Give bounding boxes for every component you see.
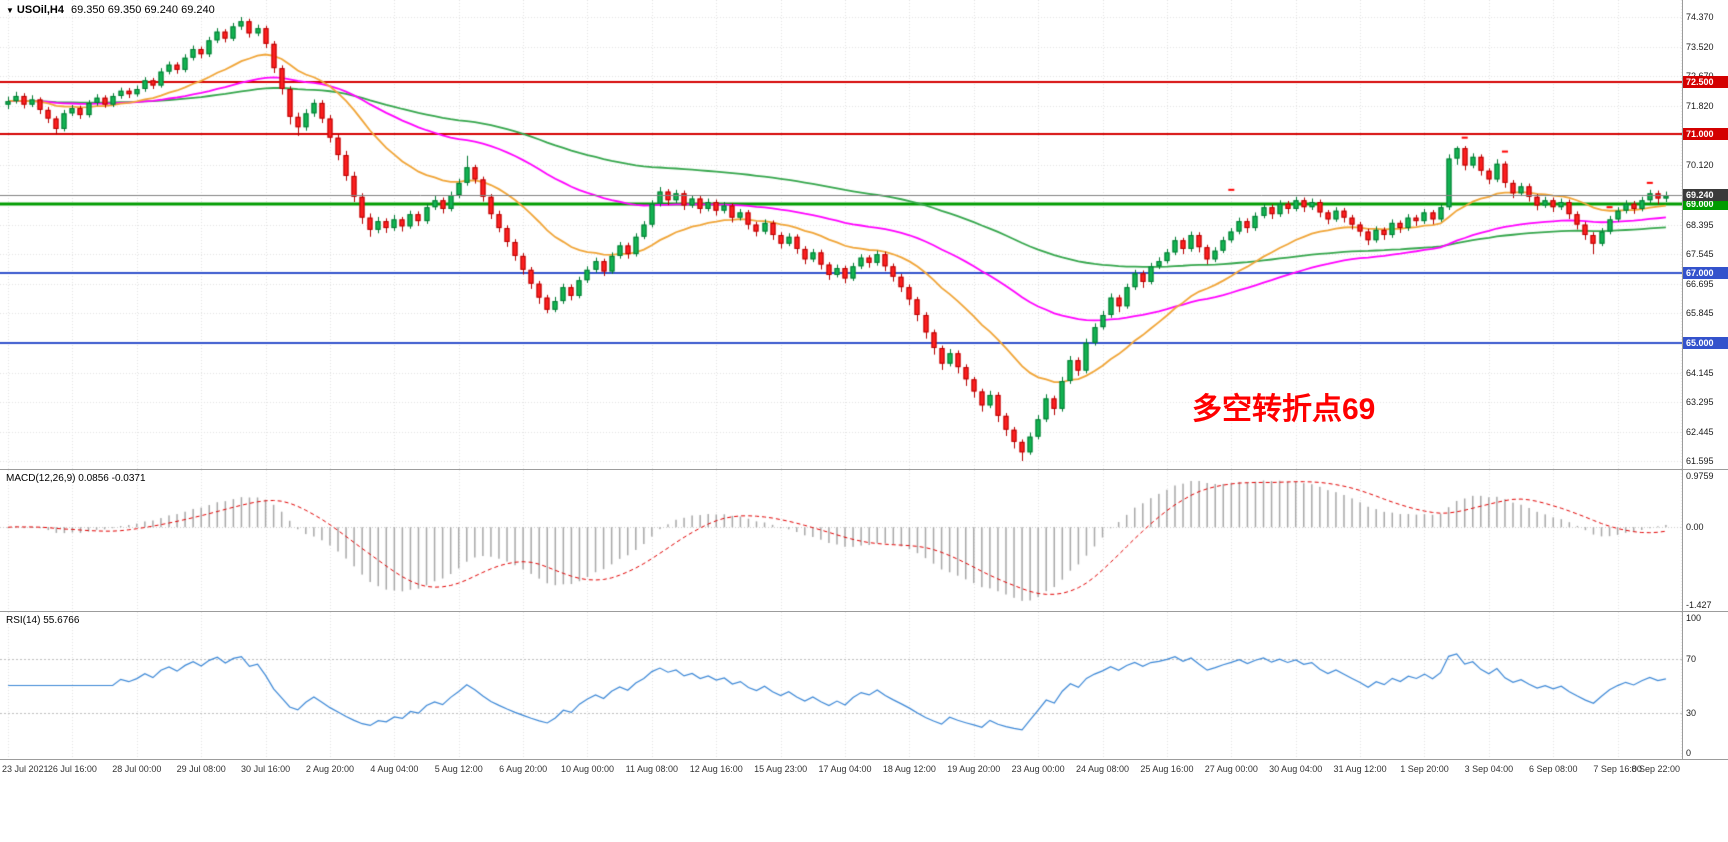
time-label: 18 Aug 12:00	[882, 764, 936, 774]
symbol-timeframe-label: USOil,H4	[16, 4, 64, 16]
time-axis[interactable]: 23 Jul 2021 26 Jul 16:00 28 Jul 00:00 29 Ju…	[0, 760, 1728, 780]
axis-tick: 70	[1686, 653, 1697, 664]
time-label: 30 Aug 04:00	[1269, 764, 1323, 774]
time-label: 11 Aug 08:00	[625, 764, 679, 774]
rsi-panel: RSI(14) 55.6766 100 70 30 0	[0, 612, 1728, 760]
price-level-label: 72.500	[1683, 76, 1728, 89]
symbol-info: ▼ USOil,H4 69.350 69.350 69.240 69.240	[6, 4, 215, 16]
axis-tick: 74.370	[1686, 12, 1714, 23]
macd-panel: MACD(12,26,9) 0.0856 -0.0371 0.9759 0.00 -…	[0, 470, 1728, 612]
price-level-label: 67.000	[1683, 267, 1728, 280]
time-label: 24 Aug 08:00	[1076, 764, 1130, 774]
time-label: 19 Aug 20:00	[947, 764, 1001, 774]
time-label: 15 Aug 23:00	[754, 764, 808, 774]
time-label: 27 Aug 00:00	[1204, 764, 1258, 774]
axis-tick: 66.695	[1686, 278, 1714, 289]
time-label: 6 Sep 08:00	[1528, 764, 1578, 774]
time-label: 7 Sep 16:00	[1593, 764, 1642, 774]
axis-tick: 65.845	[1686, 308, 1714, 319]
ohlc-values: 69.350 69.350 69.240 69.240	[71, 4, 215, 16]
axis-tick: 71.820	[1686, 100, 1714, 111]
time-label: 30 Jul 16:00	[241, 764, 291, 774]
time-label: 6 Aug 20:00	[499, 764, 548, 774]
axis-tick: 100	[1686, 613, 1702, 623]
time-label: 4 Aug 04:00	[370, 764, 419, 774]
time-label: 12 Aug 16:00	[689, 764, 743, 774]
price-level-label: 71.000	[1683, 128, 1728, 141]
axis-tick: 61.595	[1686, 456, 1714, 467]
axis-tick: 0.00	[1686, 522, 1704, 533]
time-label: 28 Jul 00:00	[112, 764, 162, 774]
time-label: 10 Aug 00:00	[560, 764, 615, 774]
axis-tick: 0	[1686, 748, 1692, 758]
price-axis[interactable]: 74.37073.52072.67071.82070.12068.39567.5…	[1682, 0, 1728, 469]
rsi-canvas[interactable]	[0, 612, 1682, 759]
rsi-axis[interactable]: 100 70 30 0	[1682, 612, 1728, 759]
time-label: 23 Aug 00:00	[1011, 764, 1065, 774]
macd-axis[interactable]: 0.9759 0.00 -1.427	[1682, 470, 1728, 611]
price-chart-canvas[interactable]	[0, 0, 1682, 469]
axis-tick: -1.427	[1686, 600, 1712, 610]
axis-tick: 70.120	[1686, 159, 1714, 170]
chevron-down-icon[interactable]: ▼	[6, 6, 14, 15]
time-label: 23 Jul 2021	[2, 764, 49, 774]
time-label: 17 Aug 04:00	[818, 764, 872, 774]
macd-canvas[interactable]	[0, 470, 1682, 611]
axis-tick: 64.145	[1686, 367, 1714, 378]
axis-tick: 68.395	[1686, 219, 1714, 230]
macd-label: MACD(12,26,9) 0.0856 -0.0371	[6, 473, 146, 484]
price-level-label: 65.000	[1683, 336, 1728, 349]
axis-tick: 62.445	[1686, 426, 1714, 437]
axis-tick: 73.520	[1686, 41, 1714, 52]
time-label: 26 Jul 16:00	[47, 764, 97, 774]
annotation-text: 多空转折点69	[1192, 393, 1376, 426]
price-level-label: 69.240	[1683, 189, 1728, 202]
axis-tick: 0.9759	[1686, 471, 1714, 481]
time-label: 3 Sep 04:00	[1464, 764, 1514, 774]
time-label: 2 Aug 20:00	[305, 764, 354, 774]
axis-tick: 63.295	[1686, 397, 1714, 408]
axis-tick: 30	[1686, 707, 1697, 718]
axis-tick: 67.545	[1686, 249, 1714, 260]
time-label: 5 Aug 12:00	[434, 764, 483, 774]
time-label: 31 Aug 12:00	[1333, 764, 1387, 774]
time-label: 25 Aug 16:00	[1140, 764, 1194, 774]
price-chart-panel: ▼ USOil,H4 69.350 69.350 69.240 69.240 多空转…	[0, 0, 1728, 470]
time-label: 8 Sep 22:00	[1631, 764, 1680, 774]
time-label: 29 Jul 08:00	[176, 764, 226, 774]
rsi-label: RSI(14) 55.6766	[6, 615, 80, 626]
time-label: 1 Sep 20:00	[1400, 764, 1449, 774]
